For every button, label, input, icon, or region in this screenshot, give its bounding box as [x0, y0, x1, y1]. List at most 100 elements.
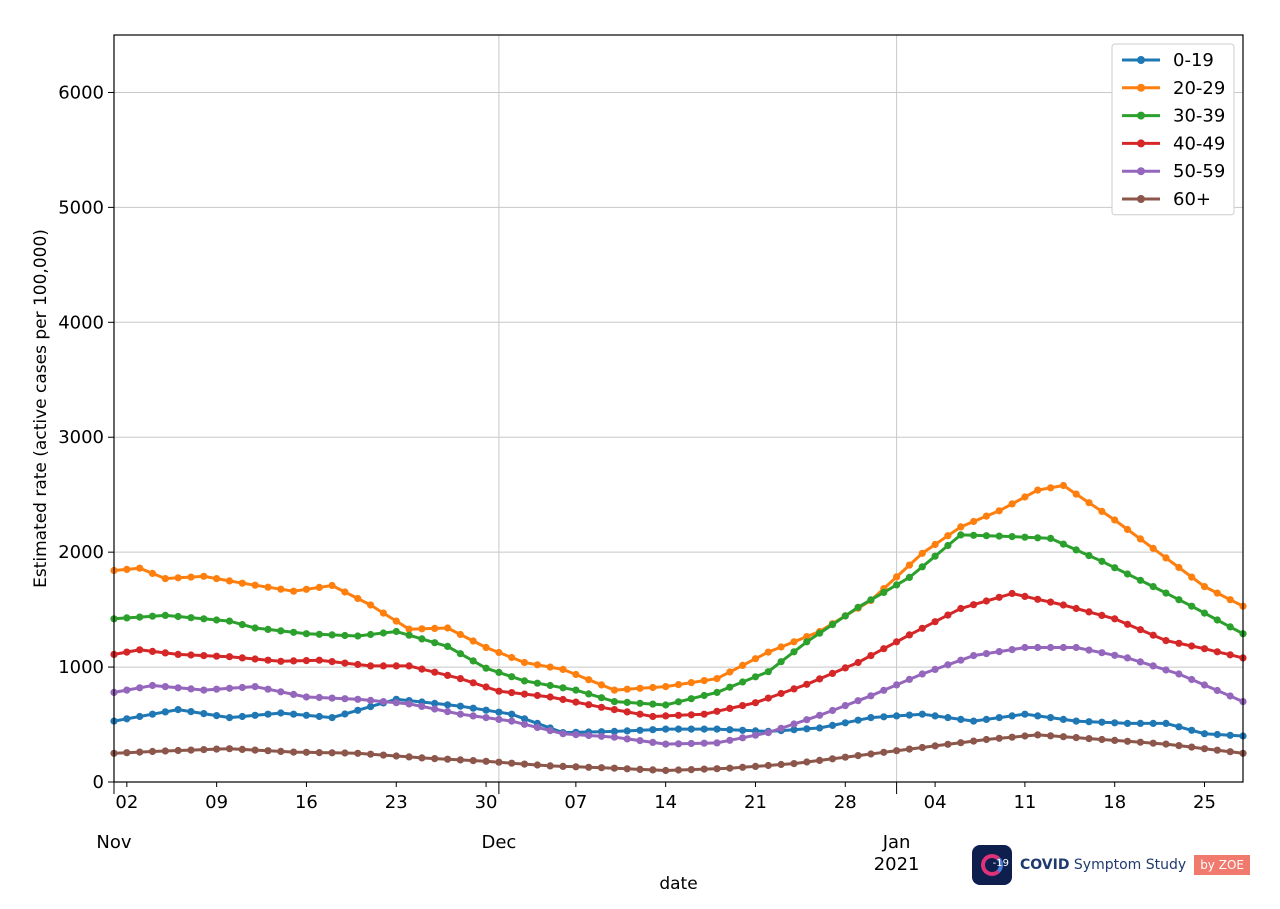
data-point: [251, 683, 259, 691]
data-point: [1034, 595, 1042, 603]
data-point: [123, 715, 131, 723]
x-tick-label: 30: [475, 792, 498, 813]
data-point: [1213, 616, 1221, 624]
data-point: [315, 656, 323, 664]
data-point: [674, 711, 683, 719]
data-point: [1226, 651, 1234, 659]
data-point: [790, 760, 798, 768]
data-point: [264, 710, 272, 718]
data-point: [444, 701, 452, 709]
data-point: [687, 711, 695, 719]
data-point: [354, 660, 362, 669]
data-point: [1149, 544, 1157, 553]
data-point: [354, 706, 362, 714]
data-point: [1008, 500, 1016, 508]
plot-frame: [113, 34, 1244, 783]
data-point: [290, 628, 298, 636]
data-point: [277, 627, 285, 635]
data-point: [469, 637, 477, 645]
data-point: [238, 712, 246, 721]
data-point: [636, 726, 644, 734]
data-point: [841, 702, 849, 710]
logo-brand-bold: COVID: [1020, 857, 1070, 873]
data-point: [148, 647, 157, 656]
data-point: [970, 601, 978, 609]
data-point: [264, 625, 272, 634]
data-point: [1226, 692, 1234, 700]
data-point: [1034, 486, 1042, 494]
x-tick-label: 04: [924, 792, 947, 813]
data-point: [495, 668, 503, 677]
data-point: [674, 698, 683, 706]
data-point: [1226, 748, 1234, 756]
legend-marker: [1137, 83, 1145, 92]
data-point: [1072, 546, 1080, 554]
data-point: [585, 763, 593, 771]
data-point: [764, 729, 772, 737]
data-point: [1111, 736, 1119, 745]
data-point: [944, 532, 952, 540]
data-point: [431, 699, 439, 708]
data-point: [251, 624, 259, 632]
data-point: [148, 747, 157, 756]
data-point: [1226, 731, 1234, 739]
data-point: [1008, 589, 1016, 598]
data-point: [636, 699, 644, 707]
x-tick-label: 07: [564, 792, 587, 813]
data-point: [636, 710, 644, 718]
data-point: [1162, 554, 1170, 562]
data-point: [495, 758, 503, 766]
data-point: [392, 699, 400, 707]
data-point: [1188, 642, 1196, 650]
data-point: [970, 717, 978, 725]
data-point: [444, 642, 452, 651]
data-point: [456, 675, 464, 683]
data-point: [713, 688, 721, 697]
data-point: [944, 541, 952, 550]
data-point: [1085, 608, 1093, 616]
data-point: [290, 690, 298, 699]
legend-label: 50-59: [1173, 161, 1225, 182]
data-point: [302, 657, 310, 665]
legend-item: 0-19: [1122, 50, 1214, 71]
data-point: [482, 643, 490, 652]
data-point: [123, 686, 131, 694]
data-point: [1213, 589, 1221, 597]
data-point: [161, 708, 169, 716]
data-point: [893, 638, 901, 646]
logo-brand-rest: Symptom Study: [1069, 857, 1187, 873]
data-point: [777, 658, 785, 666]
data-point: [610, 698, 619, 706]
data-point: [187, 573, 195, 581]
data-point: [1200, 583, 1209, 591]
data-point: [674, 766, 683, 774]
data-point: [354, 749, 362, 757]
data-point: [585, 701, 593, 709]
data-point: [572, 763, 580, 771]
data-point: [354, 695, 362, 703]
data-point: [790, 720, 798, 728]
data-point: [649, 738, 657, 747]
data-point: [533, 661, 542, 669]
data-point: [187, 708, 195, 716]
data-point: [931, 742, 939, 750]
data-point: [1136, 658, 1144, 666]
data-point: [918, 670, 926, 678]
data-point: [726, 726, 734, 734]
data-point: [174, 706, 182, 714]
data-point: [790, 685, 798, 693]
data-point: [905, 631, 914, 639]
data-point: [610, 764, 619, 772]
data-point: [880, 713, 888, 721]
data-point: [995, 714, 1003, 722]
data-point: [1200, 645, 1209, 653]
data-point: [662, 701, 670, 709]
data-point: [469, 757, 477, 765]
legend-label: 30-39: [1173, 106, 1225, 127]
data-point: [341, 588, 349, 596]
data-point: [700, 691, 708, 700]
data-point: [1188, 573, 1196, 581]
data-point: [610, 686, 619, 694]
data-point: [572, 686, 580, 694]
